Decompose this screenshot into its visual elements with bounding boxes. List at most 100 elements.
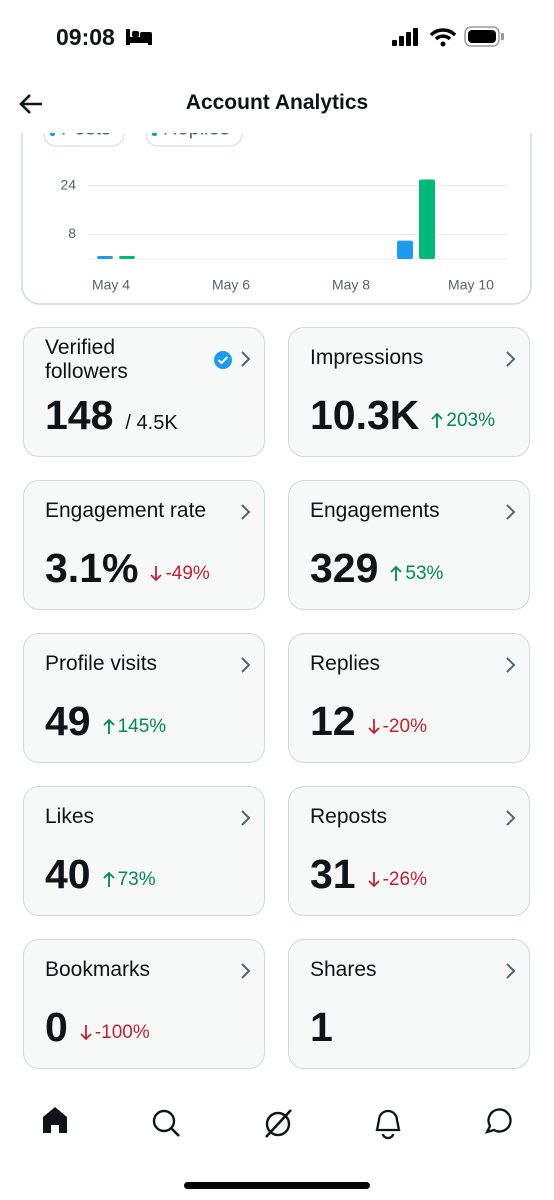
card-title: Impressions [310,346,424,369]
chevron [241,504,251,520]
metric-card[interactable]: Likes 40 73% [23,786,265,916]
value-row: 31 -26% [310,851,427,897]
metric-value: 40 [45,851,91,897]
metric-change: -100% [80,1022,150,1044]
change-text: -20% [382,715,427,737]
back-button[interactable] [18,92,44,116]
page-title: Account Analytics [185,91,369,114]
metric-card[interactable]: Shares 1 [288,939,530,1069]
change-text: 53% [405,562,444,584]
value-row: 1 [310,1004,333,1050]
card-title: Profile visits [45,652,158,675]
arrow-down [80,1025,92,1041]
metric-value: 49 [45,698,91,744]
chevron [506,963,516,979]
metric-value: 12 [310,698,356,744]
metric-value: 3.1% [45,545,139,591]
chevron [506,657,516,673]
card-title: Reposts [310,805,388,828]
metric-card[interactable]: Engagements 329 53% [288,480,530,610]
change-text: 73% [117,868,156,890]
arrow-up [431,412,444,428]
nav-home[interactable] [43,1107,67,1133]
metric-card[interactable]: Verified followers 148 / 4.5K [23,327,265,457]
x-tick-label: May 6 [212,277,250,293]
value-row: 12 -20% [310,698,427,744]
metric-value: 10.3K [310,392,420,438]
y-tick-label: 24 [60,176,76,192]
bar [119,256,135,259]
battery-icon [464,26,504,47]
metric-change: -26% [367,868,427,891]
status-time: 09:08 [56,24,115,50]
arrow-down [367,719,380,735]
bar [419,179,435,259]
card-title: Verified followers [45,336,128,383]
chevron [241,657,251,673]
metric-card[interactable]: Replies 12 -20% [288,633,530,763]
change-text: -26% [382,868,427,890]
card-title: Likes [45,805,95,828]
card-title: Replies [310,652,381,675]
metric-card[interactable]: Reposts 31 -26% [288,786,530,916]
metric-card[interactable]: Profile visits 49 145% [23,633,265,763]
verified-badge [214,351,232,369]
change-text: 203% [446,409,496,431]
chevron [506,351,516,367]
bar [397,240,413,259]
bottom-nav [43,1107,512,1189]
change-text: -100% [94,1021,150,1043]
metric-change: -49% [150,562,210,585]
nav-grok[interactable] [265,1109,292,1138]
metric-value: 31 [310,851,356,897]
change-text: -49% [165,562,210,584]
y-tick-label: 8 [68,225,76,241]
x-tick-label: May 10 [448,277,494,293]
arrow-up [102,718,115,734]
value-row: 10.3K 203% [310,392,495,438]
wifi-icon [430,28,456,47]
home-indicator [184,1182,370,1189]
metric-value: 1 [310,1004,333,1050]
metric-value: 0 [45,1004,68,1050]
metric-card[interactable]: Bookmarks 0 -100% [23,939,265,1069]
value-row: 0 -100% [45,1004,150,1050]
card-title: Engagements [310,499,440,522]
chevron [241,963,251,979]
card-title: Bookmarks [45,958,151,981]
value-row: 49 145% [45,698,166,744]
x-tick-label: May 4 [92,277,130,293]
nav-messages[interactable] [484,1108,512,1134]
metric-card[interactable]: Engagement rate 3.1% -49% [23,480,265,610]
metric-change: 203% [431,410,495,432]
value-row: 3.1% -49% [45,545,210,591]
value-row: 329 53% [310,545,443,591]
metric-total: / 4.5K [125,412,178,434]
arrow-up [102,871,115,887]
sleep-icon [126,29,152,45]
metric-value: 148 [45,392,114,438]
value-row: 148 / 4.5K [45,392,178,438]
arrow-down [150,566,163,582]
card-title: Engagement rate [45,499,207,522]
chevron [506,810,516,826]
arrow-up [390,565,403,581]
metric-value: 329 [310,545,379,591]
nav-search[interactable] [152,1109,180,1137]
x-tick-label: May 8 [332,277,370,293]
card-title: Shares [310,958,377,981]
chevron [241,810,251,826]
metric-card[interactable]: Impressions 10.3K 203% [288,327,530,457]
value-row: 40 73% [45,851,156,897]
change-text: 145% [117,715,167,737]
metric-change: 145% [102,715,167,738]
signal-icon [392,28,418,46]
arrow-down [367,872,380,888]
metric-change: 73% [102,868,156,891]
nav-notifications[interactable] [375,1109,401,1140]
chevron [241,351,251,367]
metric-change: 53% [390,563,443,585]
bar [97,256,113,259]
metric-change: -20% [367,715,427,738]
